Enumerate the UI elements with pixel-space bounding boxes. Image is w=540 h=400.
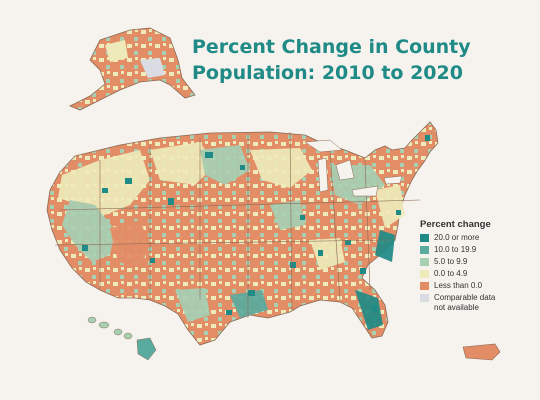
legend-title: Percent change bbox=[420, 219, 491, 230]
legend-item: Comparable data not available bbox=[420, 293, 532, 315]
legend-item: 20.0 or more bbox=[420, 233, 532, 245]
legend-swatch bbox=[420, 270, 429, 278]
legend-swatch bbox=[420, 282, 429, 290]
legend-swatch bbox=[420, 234, 429, 242]
legend: Percent change 20.0 or more 10.0 to 19.9… bbox=[420, 219, 532, 315]
legend-swatch bbox=[420, 258, 429, 266]
alaska-no-data bbox=[140, 58, 165, 78]
legend-label: Less than 0.0 bbox=[434, 281, 483, 290]
legend-item: 5.0 to 9.9 bbox=[420, 257, 532, 269]
title-line-2: Population: 2010 to 2020 bbox=[192, 62, 463, 84]
puerto-rico bbox=[462, 343, 501, 361]
legend-item: 0.0 to 4.9 bbox=[420, 269, 532, 281]
title-line-1: Percent Change in County bbox=[192, 36, 471, 58]
legend-label: 10.0 to 19.9 bbox=[434, 245, 477, 254]
alaska bbox=[69, 27, 196, 111]
legend-swatch bbox=[420, 294, 429, 302]
hawaii bbox=[87, 316, 157, 361]
legend-label: 5.0 to 9.9 bbox=[434, 257, 468, 266]
legend-label: Comparable data not available bbox=[434, 293, 496, 312]
great-lakes bbox=[304, 139, 403, 197]
legend-label: 0.0 to 4.9 bbox=[434, 269, 468, 278]
legend-swatch bbox=[420, 246, 429, 254]
state-borders bbox=[54, 131, 421, 318]
legend-item: 10.0 to 19.9 bbox=[420, 245, 532, 257]
alaska-patch bbox=[105, 40, 128, 62]
legend-item: Less than 0.0 bbox=[420, 281, 532, 293]
growth-counties bbox=[82, 135, 430, 315]
map-title: Percent Change in County Population: 201… bbox=[192, 34, 522, 86]
legend-label: 20.0 or more bbox=[434, 233, 480, 242]
